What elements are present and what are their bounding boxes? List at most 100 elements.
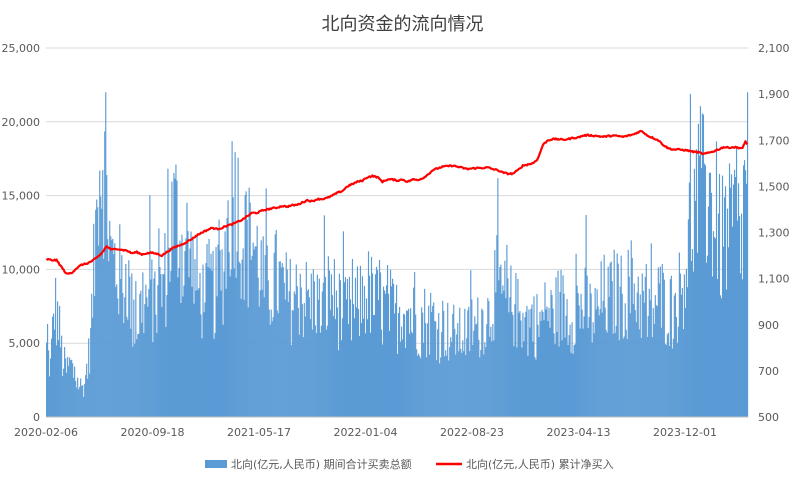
bar <box>611 281 613 417</box>
bar <box>278 261 280 417</box>
bar <box>360 322 363 417</box>
bar <box>330 274 332 417</box>
bar <box>436 360 438 417</box>
bar <box>746 92 749 417</box>
bar <box>205 263 207 417</box>
bar <box>290 345 292 417</box>
bar <box>657 267 659 417</box>
bar <box>441 332 443 417</box>
bar <box>538 336 540 417</box>
bar <box>211 270 213 417</box>
bar <box>127 319 129 417</box>
bar <box>62 376 64 417</box>
bar <box>354 277 357 417</box>
bar <box>730 174 733 417</box>
bar <box>600 261 602 417</box>
left-tick-label: 15,000 <box>2 190 41 203</box>
bar <box>391 278 394 417</box>
bar <box>598 315 600 417</box>
bar <box>93 223 95 417</box>
bar <box>207 267 209 417</box>
bar <box>101 208 103 417</box>
bar <box>331 295 333 417</box>
bar <box>183 285 185 417</box>
bar <box>192 237 194 417</box>
bar <box>368 275 371 417</box>
bar <box>565 315 567 417</box>
bar <box>111 240 113 417</box>
left-tick-label: 5,000 <box>9 337 41 350</box>
bar <box>314 325 316 417</box>
bar <box>381 344 384 417</box>
bar <box>166 294 168 417</box>
bar <box>639 294 641 417</box>
bar <box>139 293 141 417</box>
x-tick-label: 2023-04-13 <box>547 426 611 439</box>
bar <box>644 276 646 417</box>
x-tick-label: 2020-09-18 <box>121 426 185 439</box>
bar <box>534 357 536 417</box>
bar <box>324 276 326 417</box>
bar <box>136 339 138 417</box>
bar <box>407 310 409 417</box>
bar <box>427 323 429 417</box>
bar <box>723 197 726 417</box>
bar <box>371 273 374 417</box>
bar <box>431 312 433 417</box>
bar <box>728 163 731 417</box>
bar <box>77 377 79 417</box>
bar <box>636 292 638 417</box>
bar <box>153 278 155 417</box>
bar <box>710 192 713 417</box>
bar <box>574 344 576 417</box>
bar <box>238 261 240 417</box>
bar <box>114 243 116 417</box>
bar <box>247 307 249 417</box>
bar <box>145 284 147 417</box>
bar <box>341 318 343 417</box>
bar <box>711 276 714 417</box>
bar <box>533 296 535 417</box>
bar <box>98 245 100 417</box>
bar <box>140 290 142 417</box>
bar <box>110 236 112 417</box>
bar <box>497 178 499 417</box>
bar <box>558 346 560 417</box>
bar <box>720 298 723 417</box>
bar <box>690 261 692 417</box>
bar <box>607 266 609 417</box>
bar <box>677 326 679 417</box>
bar <box>121 255 123 417</box>
bar <box>531 304 533 417</box>
bar <box>504 260 506 417</box>
bar <box>344 277 347 417</box>
bar <box>632 303 634 417</box>
bar <box>53 313 55 417</box>
bar <box>702 114 705 417</box>
bar <box>717 213 720 417</box>
bar <box>573 345 575 417</box>
bar <box>715 141 718 417</box>
bar <box>359 265 362 417</box>
bar <box>318 278 320 417</box>
bar <box>505 298 507 417</box>
bar <box>349 299 352 417</box>
bar <box>458 351 460 417</box>
bar <box>248 187 250 417</box>
bar <box>703 163 706 417</box>
bar <box>94 295 96 417</box>
bar <box>266 245 268 417</box>
bar <box>180 303 182 417</box>
bar <box>372 314 375 417</box>
bar <box>129 276 131 417</box>
chart-title: 北向资金的流向情况 <box>321 14 484 35</box>
bar <box>563 293 565 417</box>
bar <box>54 329 56 417</box>
bar <box>337 350 339 417</box>
bar <box>525 311 527 417</box>
bar <box>509 297 511 417</box>
bar <box>52 316 54 417</box>
bar <box>142 272 144 417</box>
bar <box>128 260 130 417</box>
bar <box>80 378 82 417</box>
